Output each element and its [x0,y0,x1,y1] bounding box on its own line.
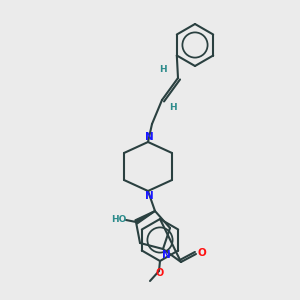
Text: H: H [159,65,167,74]
Text: H: H [169,103,177,112]
Text: HO: HO [111,214,127,224]
Text: N: N [162,250,170,260]
Polygon shape [135,211,155,224]
Text: O: O [156,268,164,278]
Text: O: O [198,248,206,258]
Text: N: N [145,191,153,201]
Text: N: N [145,132,153,142]
